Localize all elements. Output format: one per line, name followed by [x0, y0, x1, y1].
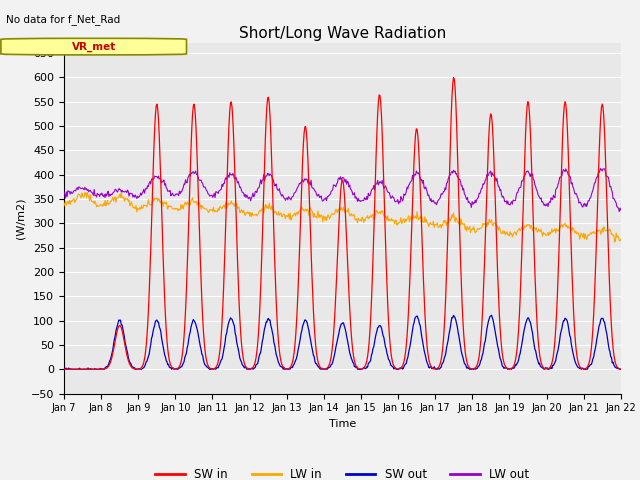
Legend: SW in, LW in, SW out, LW out: SW in, LW in, SW out, LW out — [150, 463, 534, 480]
Text: VR_met: VR_met — [72, 41, 116, 52]
Title: Short/Long Wave Radiation: Short/Long Wave Radiation — [239, 25, 446, 41]
FancyBboxPatch shape — [1, 38, 186, 55]
Y-axis label: (W/m2): (W/m2) — [15, 198, 26, 239]
Text: No data for f_Net_Rad: No data for f_Net_Rad — [6, 14, 121, 25]
X-axis label: Time: Time — [329, 419, 356, 429]
